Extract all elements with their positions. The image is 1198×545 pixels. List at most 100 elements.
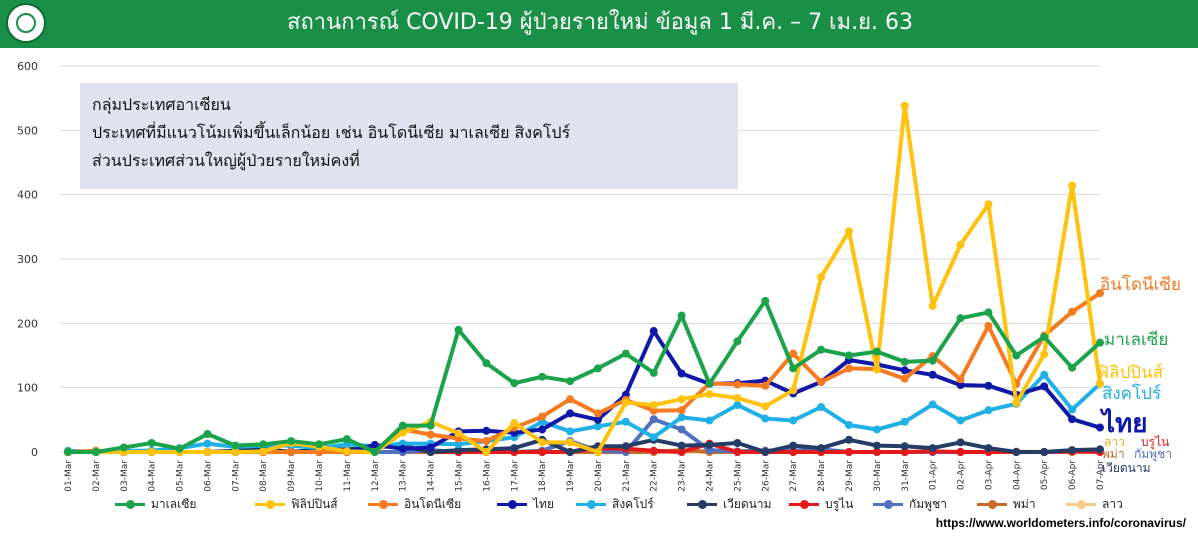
x-tick-label: 05-Mar xyxy=(176,460,186,492)
x-tick-label: 29-Mar xyxy=(845,460,855,492)
data-point xyxy=(956,375,965,384)
data-point xyxy=(677,369,686,378)
legend-label: สิงคโปร์ xyxy=(612,496,654,511)
data-point xyxy=(510,379,519,388)
series-ไทย xyxy=(64,327,1104,456)
data-point xyxy=(844,351,853,360)
data-point xyxy=(593,409,602,418)
data-point xyxy=(454,325,463,334)
x-tick-label: 01-Apr xyxy=(929,460,939,490)
data-point xyxy=(1012,448,1021,456)
data-point xyxy=(677,413,686,422)
data-point xyxy=(342,447,351,456)
data-point xyxy=(259,440,268,449)
data-point xyxy=(621,349,630,358)
data-point xyxy=(426,430,435,439)
data-point xyxy=(398,444,407,453)
chart-legend: มาเลเซีย ฟิลิปปินส์ อินโดนีเซีย ไทย สิงคโปร์… xyxy=(0,495,1198,513)
data-point xyxy=(510,444,519,453)
data-point xyxy=(649,401,658,410)
data-point xyxy=(817,444,826,453)
data-point xyxy=(287,448,296,456)
legend-item: มาเลเซีย xyxy=(115,495,196,513)
legend-item: ไทย xyxy=(497,495,554,513)
legend-item: พม่า xyxy=(977,495,1036,513)
x-tick-label: 30-Mar xyxy=(873,460,883,492)
legend-swatch xyxy=(977,499,1007,509)
data-point xyxy=(733,337,742,346)
legend-item: สิงคโปร์ xyxy=(576,495,654,513)
x-tick-label: 04-Apr xyxy=(1012,460,1022,490)
legend-item: เวียดนาม xyxy=(687,495,772,513)
legend-marker xyxy=(698,499,707,509)
end-label: ฟิลิปปินส์ xyxy=(1097,363,1164,383)
data-point xyxy=(1040,332,1049,341)
series-มาเลเซีย xyxy=(64,296,1104,456)
data-point xyxy=(844,227,853,236)
data-point xyxy=(119,443,128,452)
source-link[interactable]: https://www.worldometers.info/coronaviru… xyxy=(935,516,1186,530)
x-tick-label: 10-Mar xyxy=(315,460,325,492)
legend-marker xyxy=(988,499,997,509)
legend-label: พม่า xyxy=(1013,496,1036,511)
data-point xyxy=(649,406,658,415)
legend-swatch xyxy=(368,499,398,509)
data-point xyxy=(566,448,575,456)
data-point xyxy=(64,448,72,456)
data-point xyxy=(761,381,770,390)
data-point xyxy=(398,421,407,430)
x-tick-label: 17-Mar xyxy=(510,460,520,492)
legend-label: เวียดนาม xyxy=(723,496,772,511)
data-point xyxy=(705,416,714,425)
x-tick-label: 06-Mar xyxy=(203,460,213,492)
data-point xyxy=(566,438,575,447)
data-point xyxy=(1012,351,1021,360)
data-point xyxy=(1068,307,1077,316)
data-point xyxy=(538,372,547,381)
y-tick-label: 500 xyxy=(17,124,38,137)
data-point xyxy=(733,448,742,456)
data-point xyxy=(984,308,993,317)
data-point xyxy=(677,441,686,450)
data-point xyxy=(1096,338,1104,347)
data-point xyxy=(900,366,909,375)
data-point xyxy=(621,398,630,407)
data-point xyxy=(677,395,686,404)
legend-marker xyxy=(884,499,893,509)
legend-item: ลาว xyxy=(1066,495,1123,513)
data-point xyxy=(566,409,575,418)
end-label: อินโดนีเซีย xyxy=(1100,274,1181,295)
data-point xyxy=(789,349,798,358)
data-point xyxy=(231,448,240,456)
data-point xyxy=(1068,446,1077,455)
data-point xyxy=(872,448,881,456)
legend-marker xyxy=(126,499,135,509)
series-line xyxy=(66,329,1102,454)
legend-swatch xyxy=(687,499,717,509)
data-point xyxy=(789,386,798,395)
data-point xyxy=(593,415,602,424)
x-tick-label: 25-Mar xyxy=(733,460,743,492)
legend-swatch xyxy=(497,499,527,509)
data-point xyxy=(928,444,937,453)
data-point xyxy=(817,273,826,282)
legend-swatch xyxy=(873,499,903,509)
y-tick-label: 200 xyxy=(17,317,38,330)
data-point xyxy=(984,200,993,209)
legend-label: ฟิลิปปินส์ xyxy=(291,496,338,511)
legend-marker xyxy=(1077,499,1086,509)
data-point xyxy=(900,101,909,110)
data-point xyxy=(649,368,658,377)
x-tick-label: 04-Mar xyxy=(148,460,158,492)
data-point xyxy=(900,417,909,426)
data-point xyxy=(733,393,742,402)
data-point xyxy=(733,401,742,410)
data-point xyxy=(370,448,379,456)
data-point xyxy=(175,444,184,453)
end-label: พม่า xyxy=(1102,447,1125,461)
y-tick-label: 600 xyxy=(17,60,38,73)
data-point xyxy=(566,377,575,386)
annotation-line-2: ประเทศที่มีแนวโน้มเพิ่มขึ้นเล็กน้อย เช่น… xyxy=(92,123,571,142)
data-point xyxy=(705,440,714,449)
data-point xyxy=(454,446,463,455)
